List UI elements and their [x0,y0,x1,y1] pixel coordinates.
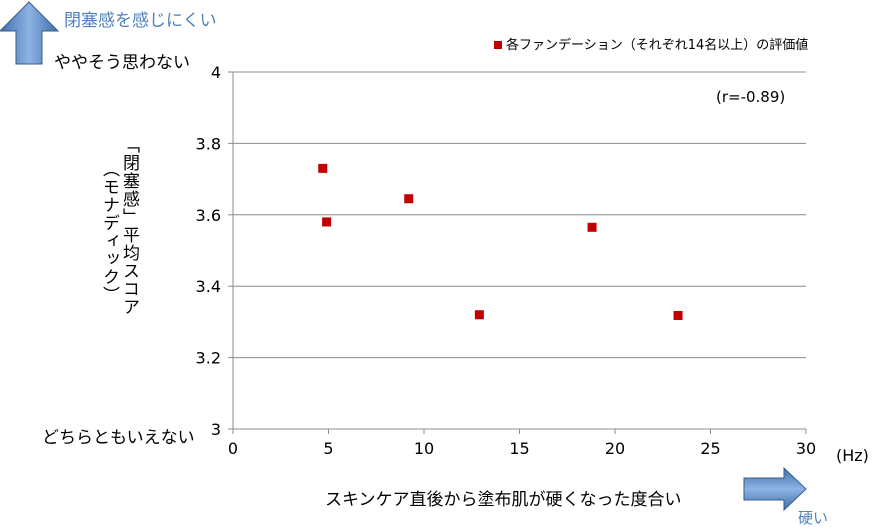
y-bottom-label: どちらともいえない [42,428,195,448]
x-tick-label: 10 [414,439,434,458]
legend: 各ファンデーション（それぞれ14名以上）の評価値 [494,34,808,53]
arrow-up-label: 閉塞感を感じにくい [64,11,217,31]
x-tick-label: 0 [228,439,238,458]
y-tick-label: 3.4 [196,277,221,296]
x-tick-label: 20 [605,439,625,458]
data-points [318,163,683,320]
correlation-annotation: (r=-0.89) [716,88,786,106]
gridlines [233,71,806,430]
right-arrow-icon [743,466,807,512]
y-top-label: ややそう思わない [54,53,190,73]
up-arrow-icon [0,1,60,65]
x-axis-title: スキンケア直後から塗布肌が硬くなった度合い [325,490,682,510]
tick-labels: 3 3.2 3.4 3.6 3.8 4 0 5 10 15 20 25 30 [196,63,817,458]
arrow-right-label: 硬い [798,509,829,527]
x-tick-label: 15 [509,439,529,458]
data-point [474,310,484,320]
legend-marker [494,41,502,49]
y-tick-label: 3.2 [196,349,221,368]
data-point [318,163,328,173]
data-point [673,310,683,320]
y-tick-label: 3.8 [196,134,221,153]
data-point [322,217,332,227]
y-tick-label: 3.6 [196,206,221,225]
x-tick-label: 25 [700,439,720,458]
legend-label: 各ファンデーション（それぞれ14名以上）の評価値 [506,38,809,53]
y-tick-label: 3 [211,420,221,439]
y-tick-label: 4 [211,63,221,82]
data-point [404,194,414,204]
x-axis-unit: (Hz) [836,446,869,465]
y-axis-subtitle: （モナディック） [99,160,119,304]
x-tick-label: 5 [323,439,333,458]
data-point [587,222,597,232]
y-axis-title: 「閉塞感」平均スコア [119,136,139,316]
x-tick-label: 30 [796,439,816,458]
axes [228,71,807,434]
